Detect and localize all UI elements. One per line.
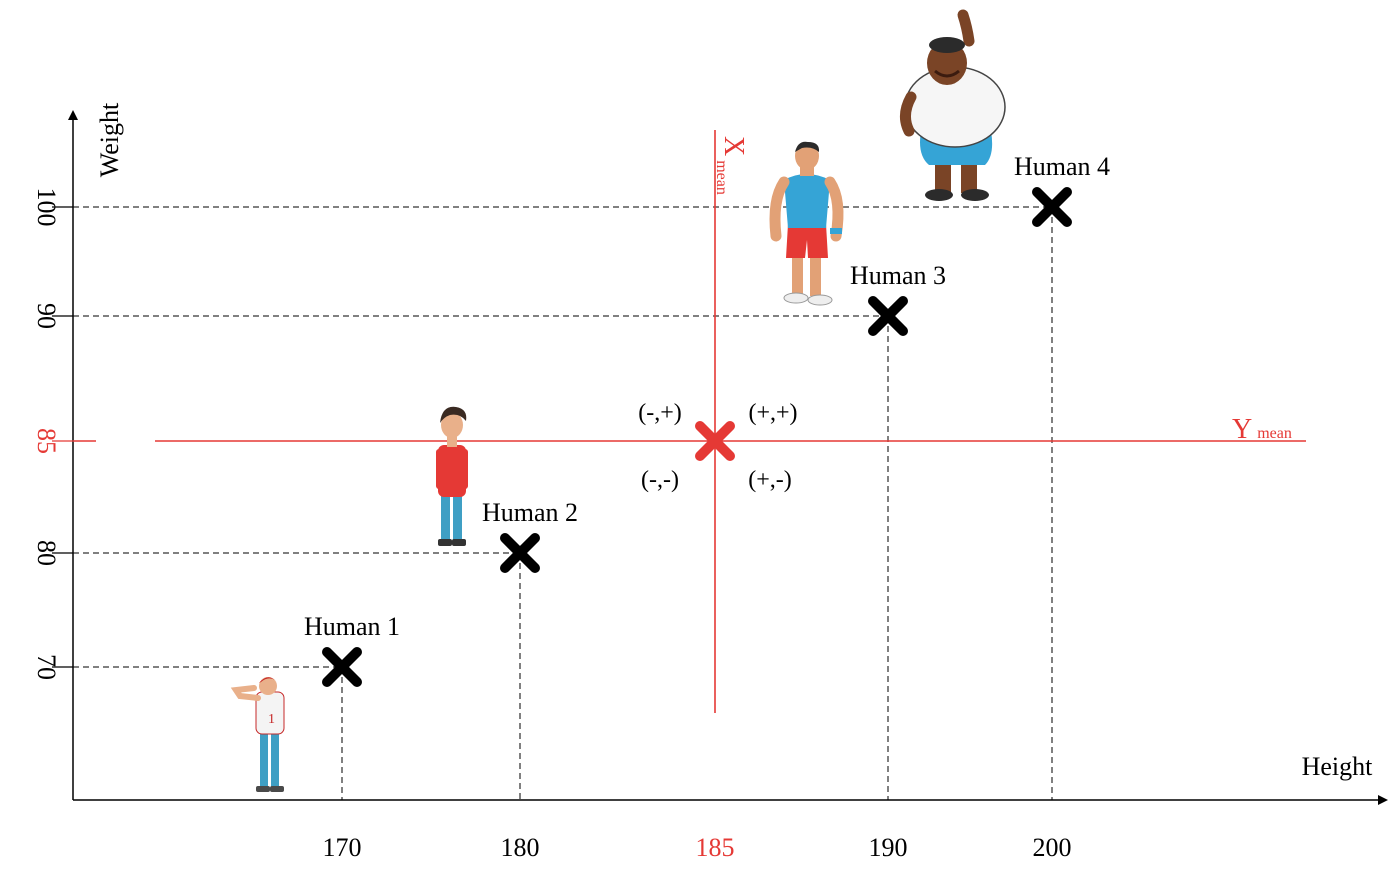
x-tick-label: 185	[696, 833, 735, 862]
data-point-marker	[322, 647, 362, 687]
mean-point-marker	[695, 421, 735, 461]
quadrant-sign-bottom-left: (-,-)	[641, 467, 679, 493]
human-3-figure	[769, 141, 844, 306]
human-1-figure: 1	[230, 677, 285, 792]
quadrant-sign-top-left: (-,+)	[638, 400, 682, 426]
data-point-label: Human 1	[304, 612, 400, 641]
data-point-marker	[868, 296, 908, 336]
x-axis-label: Height	[1302, 752, 1374, 781]
y-tick-label: 90	[32, 303, 61, 329]
data-point-label: Human 3	[850, 261, 946, 290]
human-4-figure	[900, 9, 1006, 201]
y-tick-label: 80	[32, 540, 61, 566]
human-2-figure	[436, 406, 468, 546]
data-point-marker	[1032, 187, 1072, 227]
data-point-marker	[500, 533, 540, 573]
svg-text:1: 1	[268, 712, 275, 727]
x-mean-label: Xmean	[713, 136, 749, 195]
x-tick-label: 180	[501, 833, 540, 862]
x-tick-label: 190	[869, 833, 908, 862]
x-tick-label: 200	[1033, 833, 1072, 862]
y-axis-label: Weight	[95, 102, 124, 177]
y-tick-label: 70	[32, 654, 61, 680]
data-point-label: Human 2	[482, 498, 578, 527]
data-point-label: Human 4	[1014, 152, 1110, 181]
y-tick-label: 85	[32, 428, 61, 454]
x-tick-label: 170	[323, 833, 362, 862]
quadrant-sign-bottom-right: (+,-)	[748, 467, 792, 493]
quadrant-sign-top-right: (+,+)	[748, 400, 797, 426]
y-tick-label: 100	[32, 188, 61, 227]
